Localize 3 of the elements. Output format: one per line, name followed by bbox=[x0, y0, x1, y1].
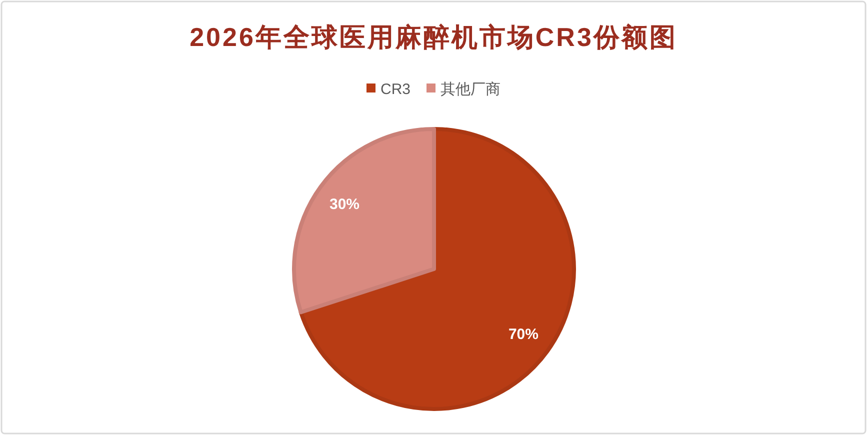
legend-label: CR3 bbox=[380, 81, 411, 98]
title: 2026年全球医用麻醉机市场CR3份额图 bbox=[190, 22, 678, 52]
legend-label: 其他厂商 bbox=[440, 81, 501, 98]
